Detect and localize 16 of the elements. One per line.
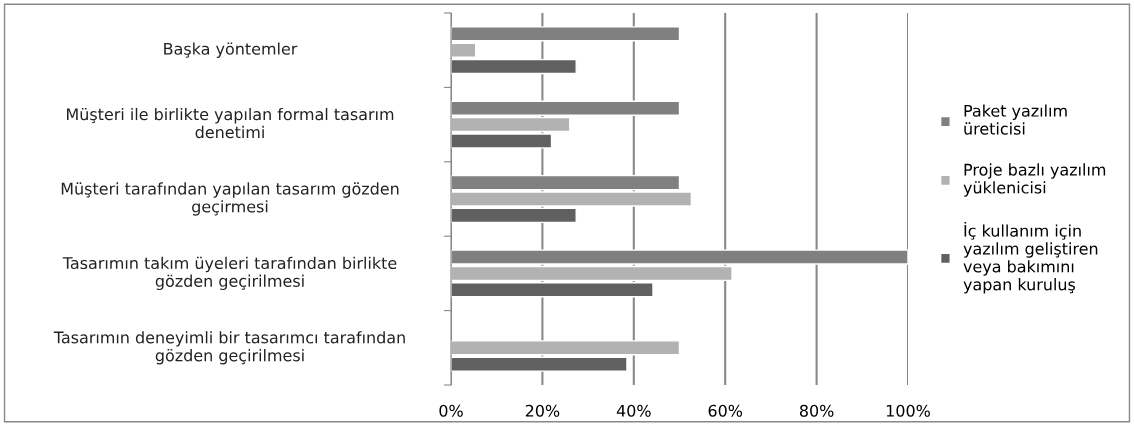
legend-label: İç kullanım için yazılım geliştiren veya bakımını yapan kuruluş — [963, 222, 1098, 294]
legend-label: Paket yazılım üreticisi — [964, 104, 1067, 135]
legend-label: Proje bazlı yazılım yüklenicisi — [963, 163, 1106, 197]
y-tick-label: Tasarımın takım üyeleri tarafından birlikte gözden geçirilmesi — [62, 256, 397, 291]
x-tick-label: 60% — [708, 404, 743, 417]
y-tick-label: Başka yöntemler — [164, 42, 298, 58]
x-tick-label: 40% — [616, 404, 651, 417]
x-tick-label: 0% — [439, 404, 463, 417]
x-tick-label: 20% — [525, 404, 560, 417]
bar — [451, 340, 681, 356]
y-tick-label: Müşteri tarafından yapılan tasarım gözden geçirmesi — [61, 182, 399, 216]
x-tick-label: 80% — [799, 404, 834, 417]
x-tick-label: 100% — [886, 404, 930, 417]
y-tick-label: Tasarımın deneyimli bir tasarımcı tarafından gözden geçirilmesi — [53, 331, 405, 365]
bar — [451, 356, 628, 372]
y-tick-label: Müşteri ile birlikte yapılan formal tasarım denetimi — [67, 107, 394, 139]
